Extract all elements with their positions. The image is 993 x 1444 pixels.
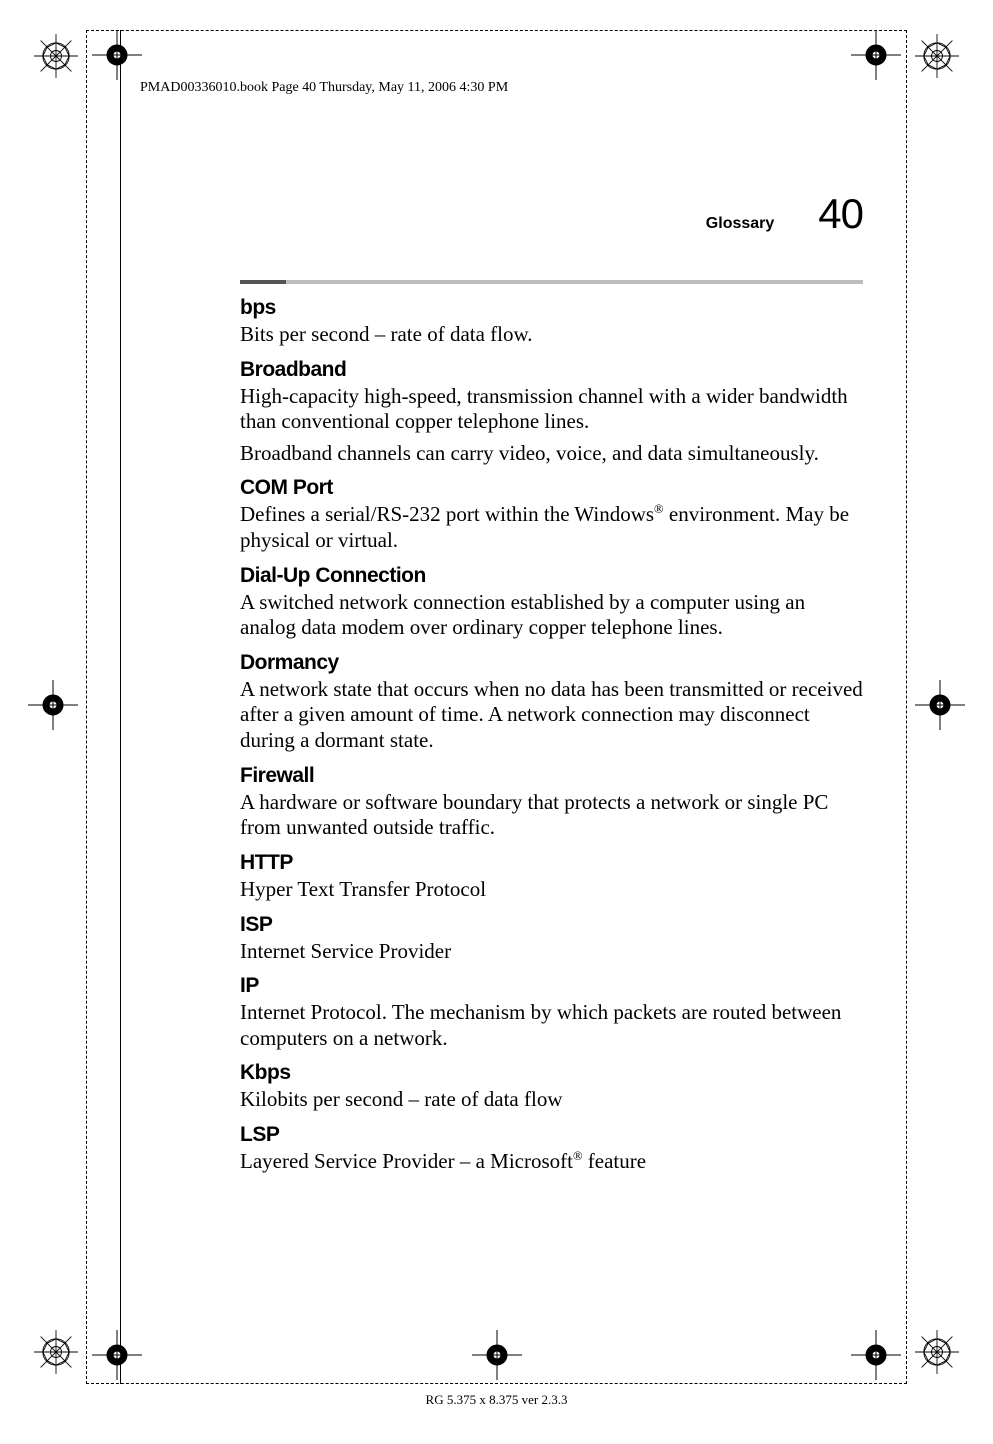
glossary-term: bps: [240, 296, 863, 320]
crop-target-icon: [28, 680, 78, 730]
crop-target-icon: [851, 1330, 901, 1380]
page-header: Glossary 40: [706, 190, 863, 238]
divider-rule: [240, 280, 863, 284]
glossary-definition: Defines a serial/RS-232 port within the …: [240, 502, 863, 553]
glossary-definition: Kilobits per second – rate of data flow: [240, 1087, 863, 1113]
registration-mark-icon: [34, 1330, 78, 1374]
crop-target-icon: [472, 1330, 522, 1380]
registration-mark-icon: [915, 34, 959, 78]
glossary-term: Broadband: [240, 358, 863, 382]
page-number: 40: [818, 190, 863, 238]
glossary-definition: A network state that occurs when no data…: [240, 677, 863, 754]
glossary-term: Firewall: [240, 764, 863, 788]
glossary-definition: Hyper Text Transfer Protocol: [240, 877, 863, 903]
glossary-definition: Internet Service Provider: [240, 939, 863, 965]
registration-mark-icon: [915, 1330, 959, 1374]
glossary-definition: A hardware or software boundary that pro…: [240, 790, 863, 841]
crop-target-icon: [92, 30, 142, 80]
glossary-term: COM Port: [240, 476, 863, 500]
glossary-term: LSP: [240, 1123, 863, 1147]
page: PMAD00336010.book Page 40 Thursday, May …: [0, 0, 993, 1444]
registration-mark-icon: [34, 34, 78, 78]
glossary-term: ISP: [240, 913, 863, 937]
section-title: Glossary: [706, 215, 774, 233]
footer-text: RG 5.375 x 8.375 ver 2.3.3: [426, 1392, 568, 1408]
glossary-definition: Internet Protocol. The mechanism by whic…: [240, 1000, 863, 1051]
glossary-definition: A switched network connection establishe…: [240, 590, 863, 641]
crop-target-icon: [92, 1330, 142, 1380]
glossary-term: Dial-Up Connection: [240, 564, 863, 588]
glossary-term: HTTP: [240, 851, 863, 875]
crop-target-icon: [915, 680, 965, 730]
running-header: PMAD00336010.book Page 40 Thursday, May …: [140, 80, 508, 96]
inner-margin-line: [120, 30, 121, 1384]
glossary-content: bps Bits per second – rate of data flow.…: [240, 296, 863, 1175]
divider-rule-accent: [240, 280, 286, 284]
glossary-definition: High-capacity high-speed, transmission c…: [240, 384, 863, 435]
glossary-term: Kbps: [240, 1061, 863, 1085]
glossary-definition: Bits per second – rate of data flow.: [240, 322, 863, 348]
glossary-term: Dormancy: [240, 651, 863, 675]
glossary-definition: Layered Service Provider – a Microsoft® …: [240, 1149, 863, 1175]
crop-target-icon: [851, 30, 901, 80]
glossary-definition: Broadband channels can carry video, voic…: [240, 441, 863, 467]
glossary-term: IP: [240, 974, 863, 998]
